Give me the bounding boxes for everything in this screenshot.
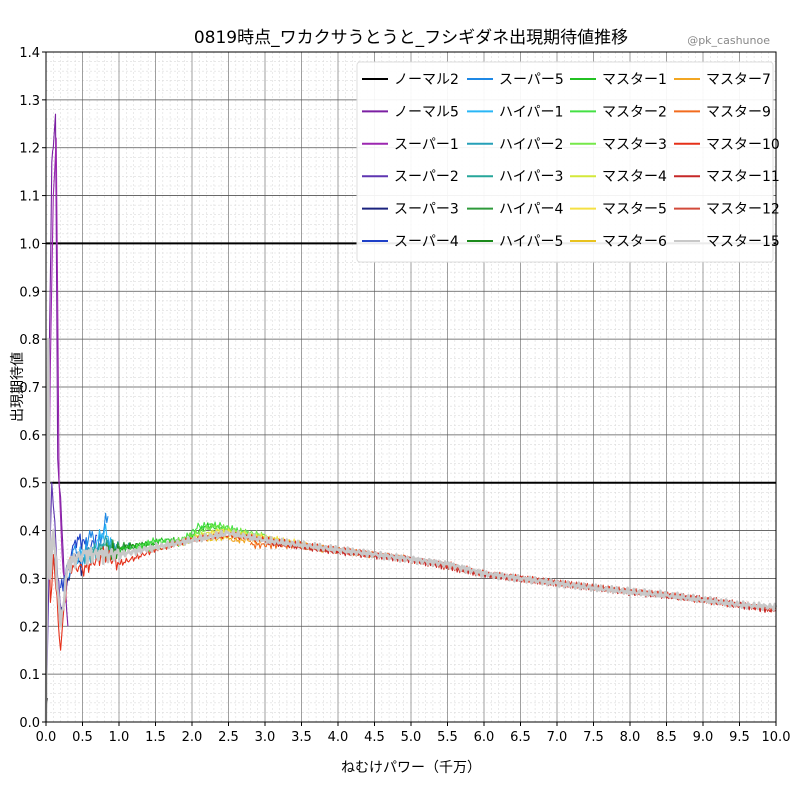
y-axis-title: 出現期待値 <box>10 352 26 422</box>
x-tick-label: 6.5 <box>510 730 531 745</box>
y-tick-label: 1.0 <box>19 237 40 252</box>
legend-item: ハイパー2 <box>467 137 563 153</box>
y-tick-label: 0.1 <box>19 668 40 683</box>
legend-item: ノーマル5 <box>362 104 459 120</box>
y-tick-label: 0.9 <box>19 285 40 300</box>
series-line <box>44 337 778 723</box>
legend-label: マスター10 <box>706 137 780 153</box>
legend-item: マスター15 <box>674 234 780 250</box>
x-tick-label: 1.5 <box>145 730 166 745</box>
legend-item: ハイパー1 <box>467 104 563 120</box>
x-tick-label: 2.5 <box>218 730 239 745</box>
y-tick-label: 0.2 <box>19 620 40 635</box>
series-lines <box>44 113 778 723</box>
y-tick-label: 0.5 <box>19 477 40 492</box>
legend-label: ノーマル2 <box>394 72 459 88</box>
x-tick-label: 5.0 <box>401 730 422 745</box>
legend-label: マスター7 <box>706 72 771 88</box>
legend-item: ハイパー4 <box>467 202 563 218</box>
legend-item: スーパー5 <box>467 72 564 88</box>
x-tick-label: 8.5 <box>656 730 677 745</box>
y-axis-ticks: 0.0 0.1 0.2 0.3 0.4 0.5 0.6 0.7 0.8 0.9 1.0 1.1 1.2 1… <box>19 46 46 731</box>
legend-label: マスター11 <box>706 169 780 185</box>
legend-label: マスター1 <box>602 72 667 88</box>
y-tick-label: 1.1 <box>19 190 40 205</box>
y-tick-label: 0.6 <box>19 429 40 444</box>
x-axis-ticks: 0.0 0.5 1.0 1.5 2.0 2.5 3.0 3.5 4.0 4.5 5.0 5.5 6.0 6… <box>36 722 791 745</box>
chart-title: 0819時点_ワカクサうとうと_フシギダネ出現期待値推移 <box>194 28 628 48</box>
legend-label: マスター12 <box>706 202 780 218</box>
legend-label: ハイパー5 <box>499 234 563 250</box>
x-tick-label: 0.5 <box>72 730 93 745</box>
legend-item: マスター9 <box>674 104 771 120</box>
legend-label: スーパー1 <box>394 137 459 153</box>
chart-credit: @pk_cashunoe <box>687 34 770 47</box>
legend-label: マスター9 <box>706 104 771 120</box>
y-tick-label: 1.2 <box>19 142 40 157</box>
legend-item: マスター6 <box>570 234 667 250</box>
legend: ノーマル2 ノーマル5 スーパー1 スーパー2 スーパー3 スーパー4 スーパー5 ハイパー1… <box>356 61 780 263</box>
x-tick-label: 3.0 <box>255 730 276 745</box>
legend-label: ノーマル5 <box>394 104 459 120</box>
legend-item: ノーマル2 <box>362 72 459 88</box>
x-tick-label: 5.5 <box>437 730 458 745</box>
legend-label: スーパー4 <box>394 234 459 250</box>
series-line <box>67 512 109 579</box>
y-tick-label: 1.4 <box>19 46 40 61</box>
legend-label: マスター5 <box>602 202 667 218</box>
y-tick-label: 0.0 <box>19 716 40 731</box>
legend-item: マスター2 <box>570 104 667 120</box>
x-tick-label: 9.5 <box>729 730 750 745</box>
x-tick-label: 1.0 <box>109 730 130 745</box>
x-tick-label: 0.0 <box>36 730 57 745</box>
x-tick-label: 4.0 <box>328 730 349 745</box>
legend-label: マスター3 <box>602 137 667 153</box>
x-tick-label: 10.0 <box>762 730 791 745</box>
legend-box <box>356 61 774 263</box>
y-tick-label: 0.8 <box>19 333 40 348</box>
x-tick-label: 4.5 <box>364 730 385 745</box>
x-axis-title: ねむけパワー（千万） <box>341 760 481 776</box>
legend-label: ハイパー4 <box>499 202 563 218</box>
y-tick-label: 1.3 <box>19 94 40 109</box>
legend-item: マスター7 <box>674 72 771 88</box>
legend-label: スーパー2 <box>394 169 459 185</box>
legend-label: マスター15 <box>706 234 780 250</box>
legend-label: マスター6 <box>602 234 667 250</box>
x-tick-label: 2.0 <box>182 730 203 745</box>
legend-item: マスター1 <box>570 72 667 88</box>
x-tick-label: 7.0 <box>547 730 568 745</box>
series-line <box>103 541 156 561</box>
legend-item: マスター11 <box>674 169 780 185</box>
legend-label: ハイパー2 <box>499 137 563 153</box>
legend-item: マスター10 <box>674 137 780 153</box>
x-tick-label: 7.5 <box>583 730 604 745</box>
x-tick-label: 8.0 <box>620 730 641 745</box>
legend-item: スーパー2 <box>362 169 459 185</box>
legend-item: マスター5 <box>570 202 667 218</box>
legend-item: スーパー4 <box>362 234 459 250</box>
y-tick-label: 0.3 <box>19 572 40 587</box>
legend-label: スーパー3 <box>394 202 459 218</box>
legend-label: マスター4 <box>602 169 667 185</box>
legend-item: ハイパー5 <box>467 234 563 250</box>
x-tick-label: 9.0 <box>693 730 714 745</box>
legend-label: ハイパー3 <box>499 169 563 185</box>
legend-item: ハイパー3 <box>467 169 563 185</box>
legend-label: マスター2 <box>602 104 667 120</box>
x-tick-label: 3.5 <box>291 730 312 745</box>
x-tick-label: 6.0 <box>474 730 495 745</box>
y-tick-label: 0.4 <box>19 525 40 540</box>
legend-item: スーパー1 <box>362 137 459 153</box>
legend-item: マスター4 <box>570 169 667 185</box>
legend-label: スーパー5 <box>499 72 564 88</box>
legend-item: マスター12 <box>674 202 780 218</box>
y-tick-label: 0.7 <box>19 381 40 396</box>
legend-label: ハイパー1 <box>499 104 563 120</box>
legend-item: マスター3 <box>570 137 667 153</box>
legend-item: スーパー3 <box>362 202 459 218</box>
